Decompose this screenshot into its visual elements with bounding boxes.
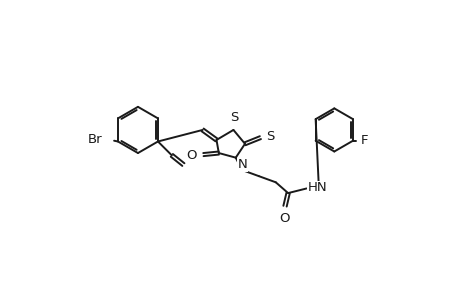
Text: S: S (266, 130, 274, 143)
Text: HN: HN (308, 181, 327, 194)
Text: N: N (237, 158, 246, 171)
Text: Br: Br (88, 134, 102, 146)
Text: F: F (360, 134, 367, 147)
Text: S: S (230, 111, 238, 124)
Text: O: O (279, 212, 289, 225)
Text: O: O (186, 149, 197, 162)
